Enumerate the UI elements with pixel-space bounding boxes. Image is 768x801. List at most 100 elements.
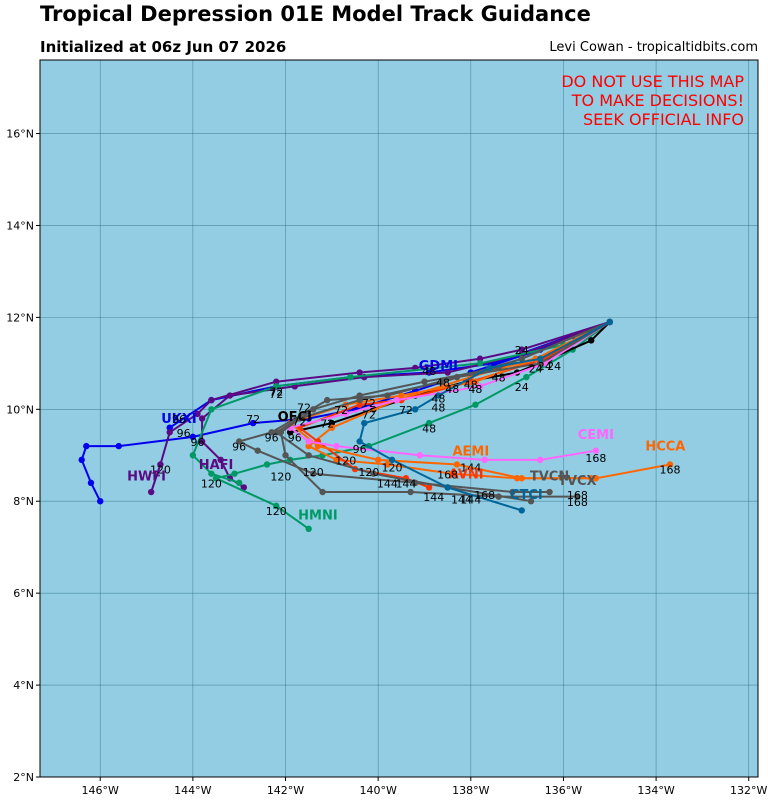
track-point [324, 396, 331, 404]
track-point [310, 406, 317, 413]
forecast-hour-label: 96 [288, 431, 302, 444]
x-tick-label: 138°W [452, 784, 489, 797]
forecast-hour-label: 24 [547, 360, 561, 373]
forecast-hour-label: 72 [297, 402, 311, 415]
track-point [592, 447, 600, 454]
warning-line: SEEK OFFICIAL INFO [583, 110, 744, 129]
x-tick-label: 140°W [359, 784, 396, 797]
track-point [231, 470, 238, 477]
forecast-hour-label: 120 [150, 464, 171, 477]
forecast-hour-label: 72 [269, 388, 283, 401]
forecast-hour-label: 24 [515, 344, 529, 357]
track-point [666, 461, 674, 468]
model-label-tvcx: TVCX [558, 474, 597, 489]
model-label-ctci: CTCI [510, 488, 543, 503]
forecast-hour-label: 168 [567, 489, 588, 502]
track-point [388, 456, 396, 464]
forecast-hour-label: 48 [464, 379, 478, 392]
model-label-hcca: HCCA [645, 440, 685, 455]
model-label-ofci: OFCI [278, 410, 312, 425]
track-point [509, 488, 516, 496]
track-point [421, 378, 428, 385]
forecast-hour-label: 72 [246, 413, 260, 426]
track-point [342, 410, 349, 418]
forecast-hour-label: 120 [303, 466, 324, 479]
track-point [398, 392, 405, 399]
track-point [384, 461, 391, 468]
track-point [606, 318, 613, 326]
track-point [226, 392, 234, 399]
track-point [78, 456, 85, 464]
y-tick-label: 2°N [13, 771, 34, 784]
forecast-hour-label: 168 [437, 468, 458, 481]
forecast-hour-label: 168 [567, 496, 588, 509]
track-point [481, 456, 488, 464]
model-label-hwfi: HWFI [127, 470, 166, 485]
track-point [286, 429, 294, 436]
track-point [453, 461, 461, 468]
track-line-tvcx [238, 321, 611, 493]
y-tick-label: 8°N [13, 495, 34, 508]
track-ctci [356, 318, 613, 514]
track-point [87, 479, 95, 487]
track-point [412, 406, 419, 413]
track-point [235, 438, 243, 445]
track-point [495, 493, 502, 500]
forecast-hour-label: 24 [538, 360, 552, 373]
track-point [592, 475, 600, 482]
forecast-hour-label: 168 [585, 452, 606, 465]
track-point [166, 424, 173, 431]
forecast-hour-label: 120 [201, 477, 222, 490]
axis-ticks: 146°W 144°W 142°W 140°W 138°W 136°W 134°W 132°W… [6, 128, 767, 797]
chart-subtitle: Initialized at 06z Jun 07 2026 [40, 38, 287, 56]
model-label-tvcn: TVCN [530, 470, 569, 485]
x-tick-label: 134°W [637, 784, 674, 797]
forecast-hour-label: 120 [266, 505, 287, 518]
forecast-hour-label: 144 [451, 494, 472, 507]
forecast-hour-label: 120 [382, 461, 403, 474]
track-point [83, 442, 90, 450]
forecast-hour-label: 96 [177, 427, 191, 440]
track-point [166, 429, 173, 436]
track-point [537, 355, 544, 362]
forecast-hour-label: 24 [529, 363, 543, 376]
forecast-hour-label: 72 [362, 409, 376, 422]
forecast-hour-label: 72 [292, 415, 306, 428]
track-point [476, 360, 484, 367]
x-tick-label: 132°W [730, 784, 767, 797]
warning-line: TO MAKE DECISIONS! [571, 91, 744, 110]
track-point [305, 438, 312, 445]
forecast-hour-label: 48 [422, 422, 436, 435]
x-tick-label: 144°W [174, 784, 211, 797]
track-point [189, 433, 197, 441]
forecast-hour-label: 120 [335, 454, 356, 467]
track-point [198, 415, 206, 422]
track-point [328, 424, 336, 431]
map-frame [39, 59, 759, 778]
track-point [333, 442, 340, 450]
track-point [356, 392, 363, 399]
track-point [523, 373, 530, 381]
track-point [240, 484, 248, 491]
track-tvcx-2 [277, 318, 613, 500]
track-point [425, 484, 433, 491]
track-point [273, 378, 280, 385]
forecast-hour-label: 48 [431, 402, 445, 415]
track-point [518, 507, 525, 514]
forecast-hour-label: 96 [353, 443, 367, 456]
model-label-gdmi: GDMI [419, 359, 458, 374]
forecast-hour-label: 72 [320, 418, 334, 431]
forecast-hour-label: 144 [395, 477, 416, 490]
track-point [476, 383, 484, 390]
x-tick-label: 142°W [267, 784, 304, 797]
forecast-hour-label: 120 [270, 471, 291, 484]
track-point [305, 525, 312, 533]
track-point [277, 429, 285, 436]
forecast-hour-label: 168 [659, 464, 680, 477]
forecast-hour-label: 96 [232, 441, 246, 454]
track-point [254, 447, 261, 454]
track-point [527, 498, 535, 505]
model-label-hmni: HMNI [298, 509, 338, 524]
